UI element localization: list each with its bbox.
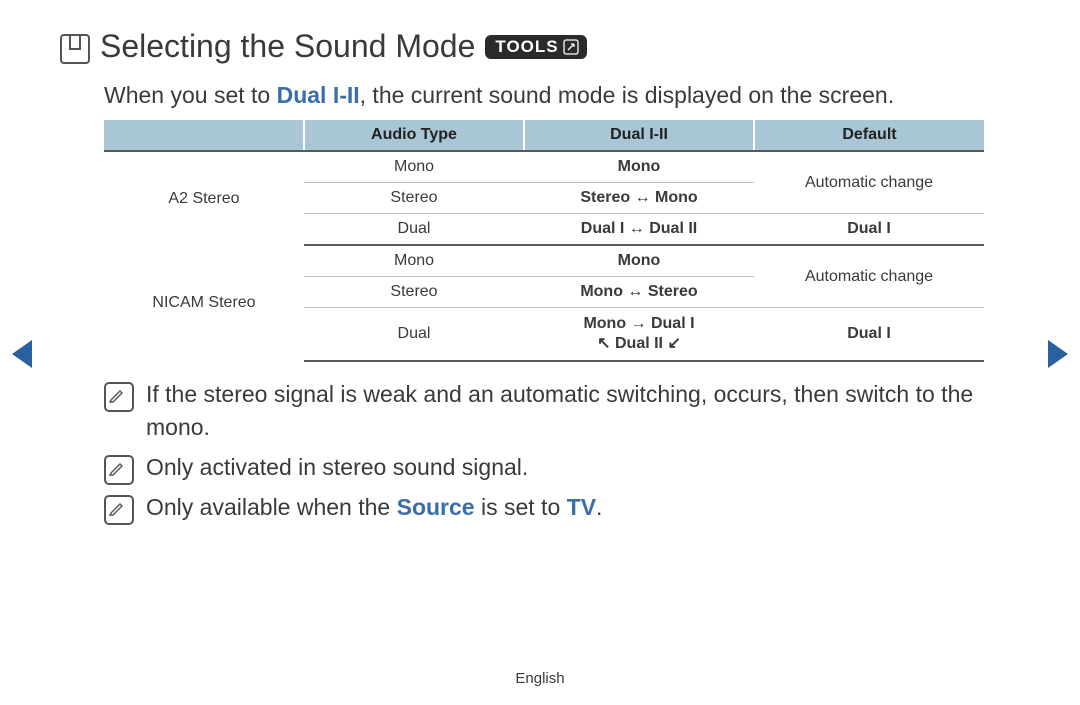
intro-suffix: , the current sound mode is displayed on…	[360, 82, 894, 108]
cell-dual: Stereo ↔ Mono	[524, 183, 754, 214]
note-text: If the stereo signal is weak and an auto…	[146, 378, 1020, 442]
note-icon	[104, 455, 134, 485]
note-icon	[104, 382, 134, 412]
cell-default: Dual I	[754, 308, 984, 362]
note-icon	[104, 495, 134, 525]
nav-prev-arrow[interactable]	[12, 340, 32, 368]
page-title: Selecting the Sound Mode	[100, 28, 475, 65]
tools-badge-label: TOOLS	[495, 37, 558, 57]
intro-highlight: Dual I-II	[277, 82, 360, 108]
intro-text: When you set to Dual I-II, the current s…	[104, 79, 1020, 112]
footer-language: English	[0, 670, 1080, 687]
th-system	[104, 120, 304, 151]
cell-dual-line2: ↖ Dual II ↙	[528, 334, 750, 354]
cell-default: Dual I	[754, 214, 984, 246]
th-default: Default	[754, 120, 984, 151]
page-heading: Selecting the Sound Mode TOOLS	[60, 28, 1020, 65]
note3-mid: is set to	[475, 494, 567, 520]
cell-audio: Stereo	[304, 183, 524, 214]
note3-prefix: Only available when the	[146, 494, 397, 520]
cell-dual: Mono	[524, 245, 754, 277]
cell-dual-line1: Mono → Dual I	[528, 314, 750, 334]
table-header-row: Audio Type Dual I-II Default	[104, 120, 984, 151]
cell-dual: Mono ↔ Stereo	[524, 277, 754, 308]
cell-dual: Mono	[524, 151, 754, 183]
page-content: Selecting the Sound Mode TOOLS When you …	[60, 28, 1020, 531]
cell-audio: Dual	[304, 308, 524, 362]
note-text: Only activated in stereo sound signal.	[146, 451, 528, 483]
th-dual: Dual I-II	[524, 120, 754, 151]
cell-system: NICAM Stereo	[104, 245, 304, 361]
cell-dual: Mono → Dual I ↖ Dual II ↙	[524, 308, 754, 362]
cell-audio: Dual	[304, 214, 524, 246]
tools-badge-icon	[563, 39, 579, 55]
notes-section: If the stereo signal is weak and an auto…	[104, 378, 1020, 523]
sound-mode-table: Audio Type Dual I-II Default A2 Stereo M…	[104, 120, 984, 362]
note3-tv: TV	[567, 494, 596, 520]
cell-audio: Mono	[304, 245, 524, 277]
note3-source: Source	[397, 494, 475, 520]
bookmark-icon	[60, 34, 90, 64]
th-audio: Audio Type	[304, 120, 524, 151]
cell-system: A2 Stereo	[104, 151, 304, 245]
tools-badge: TOOLS	[485, 35, 586, 59]
cell-default: Automatic change	[754, 151, 984, 214]
cell-default: Automatic change	[754, 245, 984, 308]
cell-dual: Dual I ↔ Dual II	[524, 214, 754, 246]
cell-audio: Mono	[304, 151, 524, 183]
intro-prefix: When you set to	[104, 82, 277, 108]
table-row: A2 Stereo Mono Mono Automatic change	[104, 151, 984, 183]
note-item: Only activated in stereo sound signal.	[104, 451, 1020, 483]
note3-suffix: .	[596, 494, 602, 520]
note-item: Only available when the Source is set to…	[104, 491, 1020, 523]
nav-next-arrow[interactable]	[1048, 340, 1068, 368]
note-text: Only available when the Source is set to…	[146, 491, 602, 523]
note-item: If the stereo signal is weak and an auto…	[104, 378, 1020, 442]
cell-audio: Stereo	[304, 277, 524, 308]
table-row: NICAM Stereo Mono Mono Automatic change	[104, 245, 984, 277]
